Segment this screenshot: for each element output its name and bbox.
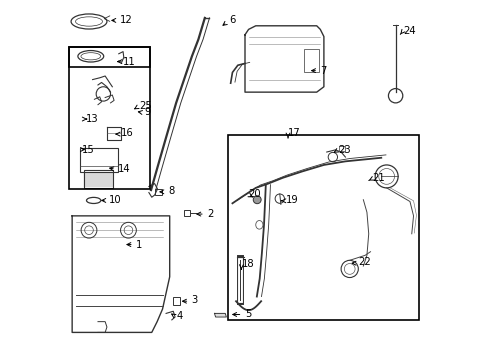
Text: 10: 10	[109, 195, 122, 205]
Text: 6: 6	[229, 15, 235, 26]
Text: 23: 23	[338, 144, 351, 154]
Text: 13: 13	[85, 114, 98, 124]
Circle shape	[253, 196, 261, 204]
Text: 20: 20	[248, 189, 261, 199]
Text: 5: 5	[245, 310, 251, 319]
Text: 18: 18	[242, 259, 254, 269]
Text: 3: 3	[191, 295, 197, 305]
Bar	[69, 47, 150, 189]
Bar	[84, 170, 113, 188]
Text: 22: 22	[358, 257, 371, 267]
Text: 21: 21	[372, 173, 385, 183]
Text: 2: 2	[207, 209, 214, 219]
Bar	[155, 189, 162, 195]
Text: 4: 4	[177, 311, 183, 321]
Bar	[172, 297, 180, 305]
Bar	[69, 47, 150, 67]
Text: 19: 19	[286, 195, 299, 205]
Bar	[304, 49, 319, 72]
Text: 14: 14	[118, 164, 130, 174]
Text: 1: 1	[136, 239, 142, 249]
Text: 16: 16	[122, 129, 134, 138]
Text: 11: 11	[123, 57, 136, 67]
Bar	[228, 135, 419, 320]
Text: 15: 15	[82, 144, 95, 154]
Text: 25: 25	[139, 102, 152, 112]
Bar	[80, 148, 118, 172]
Text: 12: 12	[120, 15, 132, 26]
Text: 24: 24	[403, 26, 416, 36]
Text: 8: 8	[168, 186, 174, 196]
Text: 9: 9	[145, 107, 151, 117]
Text: 7: 7	[320, 66, 327, 76]
Bar	[184, 210, 191, 216]
Text: 17: 17	[288, 129, 301, 138]
